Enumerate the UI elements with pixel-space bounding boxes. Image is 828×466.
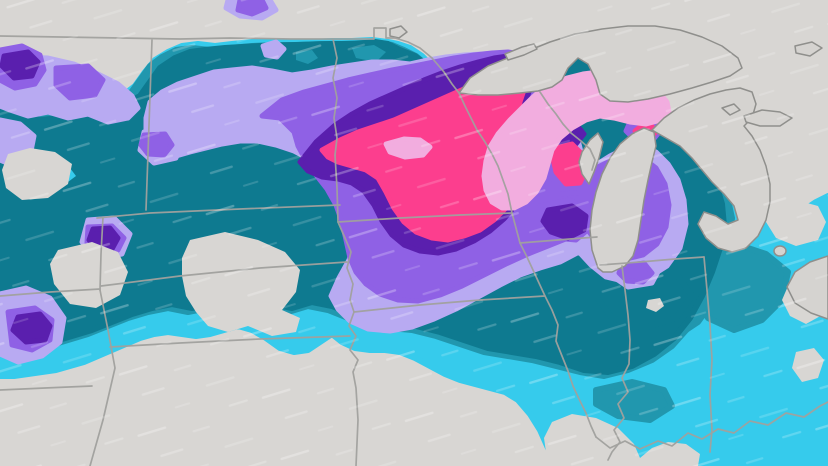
wind-streak-texture [0, 0, 828, 466]
map-canvas[interactable] [0, 0, 828, 466]
weather-map[interactable] [0, 0, 828, 466]
